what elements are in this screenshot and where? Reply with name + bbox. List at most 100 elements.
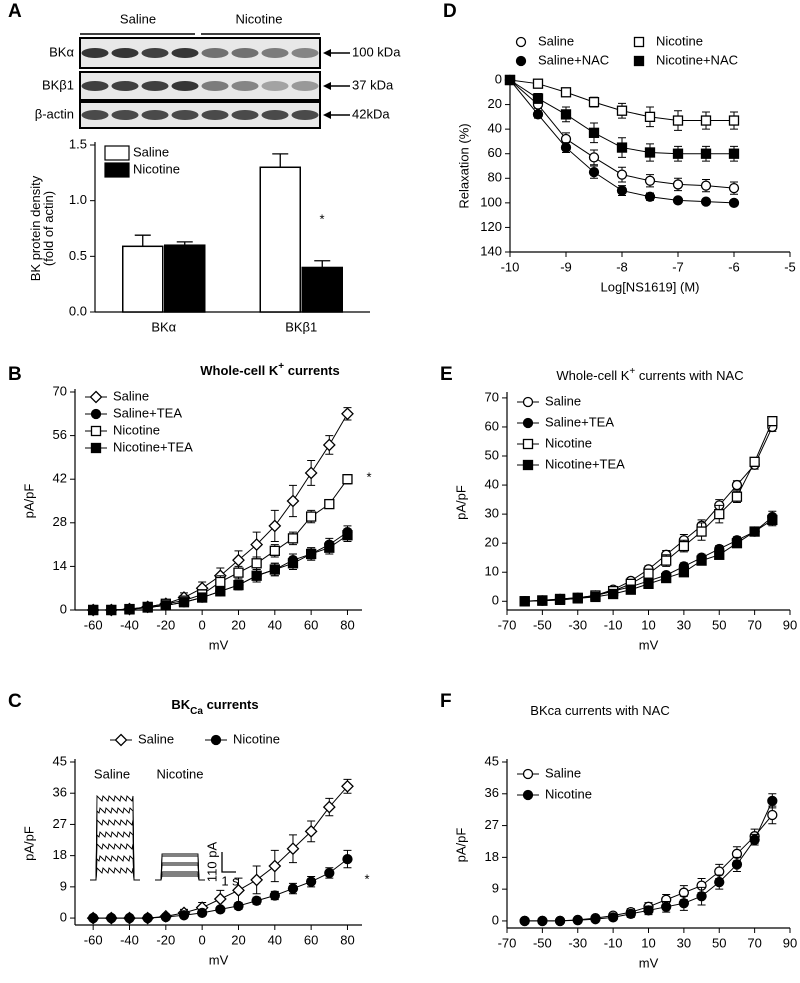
y-tick-label: 18 [53,847,67,862]
y-tick-label: 27 [485,817,499,832]
blot-band [201,48,229,58]
data-point [700,180,712,191]
data-point [287,558,299,569]
y-tick-label: 60 [488,145,502,160]
annotation: * [366,469,371,484]
x-tick-label: -60 [84,617,103,632]
data-point [731,538,743,549]
legend-swatch [104,162,130,178]
data-point [160,600,171,611]
legend-marker [210,734,222,746]
x-tick-label: -20 [156,932,175,947]
y-tick-label: 120 [480,219,502,234]
y-tick-label: 0 [492,912,499,927]
y-tick-label: 0.5 [69,248,87,263]
y-tick-label: 10 [485,564,499,579]
blot-band [111,81,139,91]
data-point [233,579,244,591]
data-point [643,578,654,590]
bar [164,244,206,313]
panel-letter: C [8,691,22,712]
blot-band [261,110,289,120]
inset-scale-bar [221,852,236,873]
data-point [588,166,600,178]
legend-marker [522,768,534,780]
legend-label: Nicotine+NAC [656,52,738,67]
legend-label: Nicotine [233,731,280,746]
x-axis-label: mV [209,637,229,652]
data-point [269,545,280,556]
y-axis-label: pA/pF [453,485,468,520]
data-point [644,175,656,186]
data-point [767,415,778,427]
inset-trace [90,855,140,881]
data-point [88,604,99,616]
chart-title: BKca currents with NAC [530,703,669,718]
series-line [524,519,773,602]
annotation: * [364,871,369,886]
y-axis-label-line: (fold of actin) [41,191,56,266]
legend-marker [89,390,103,404]
legend-label: Nicotine [656,33,703,48]
x-axis-label: mV [209,952,229,967]
data-point [678,567,690,578]
data-point [532,109,544,120]
y-axis-label: pA/pF [21,484,36,519]
inset-trace [90,794,140,881]
data-point [554,594,566,605]
data-point [213,892,227,906]
data-point [106,604,117,616]
legend-marker [522,789,534,801]
data-point [197,592,208,603]
y-tick-label: 27 [53,816,67,831]
x-tick-label: -10 [604,617,623,632]
legend-label: Saline+NAC [538,52,609,67]
annotation: * [319,211,324,226]
data-point [286,842,300,856]
x-tick-label: 90 [783,617,797,632]
y-tick-label: 70 [485,389,499,404]
data-point [233,567,244,578]
y-tick-label: 36 [485,785,499,800]
data-point [728,197,740,209]
y-tick-label: 20 [488,96,502,111]
x-tick-label: -40 [120,617,139,632]
data-point [251,558,262,569]
data-point [731,491,743,502]
blot-band [171,81,199,91]
data-point [731,859,743,870]
data-point [700,115,712,126]
data-point [106,912,117,924]
y-tick-label: 42 [53,471,67,486]
data-point [696,555,707,566]
data-point [767,809,778,821]
data-point [700,196,712,207]
data-point [588,152,600,163]
data-point [232,553,245,567]
data-point [269,890,280,901]
data-point [324,498,335,510]
data-point [767,795,778,807]
blot-band [81,48,109,58]
inset-trace [155,871,205,881]
title-part: Whole-cell K [200,363,279,378]
inset-scale-label: 110 pA [204,842,219,883]
y-tick-label: 0 [492,593,499,608]
inset-trace [155,875,205,881]
inset-trace [90,831,140,881]
data-point [342,853,353,865]
data-point [305,511,317,522]
bar [301,266,343,313]
blot-arrowhead [323,82,331,90]
data-point [532,93,544,104]
y-tick-label: 140 [480,243,502,258]
y-tick-label: 36 [53,785,67,800]
title-part: Whole-cell K [556,368,629,383]
blot-band [291,48,319,58]
title-part: + [629,366,635,377]
y-axis-label: pA/pF [21,826,36,861]
data-point [197,907,208,919]
data-point [588,127,600,138]
data-point [572,593,583,604]
